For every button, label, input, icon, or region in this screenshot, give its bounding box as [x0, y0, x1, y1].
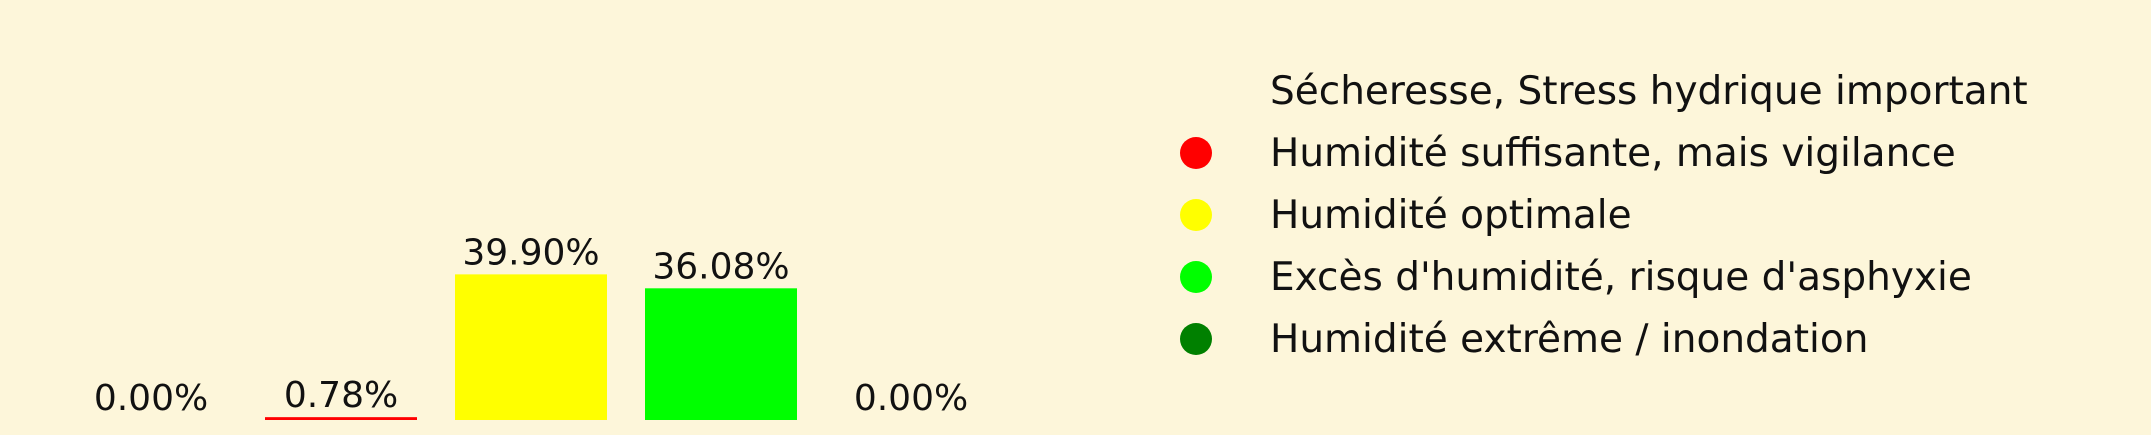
bar	[645, 288, 797, 420]
legend-item: Humidité optimale	[1180, 184, 2028, 246]
legend-label: Humidité extrême / inondation	[1270, 316, 1869, 362]
chart-legend: Sécheresse, Stress hydrique important Hum…	[1180, 60, 2028, 370]
legend-item: Humidité suffisante, mais vigilance	[1180, 122, 2028, 184]
legend-label: Humidité optimale	[1270, 192, 1632, 238]
legend-marker-icon	[1180, 199, 1212, 231]
legend-marker-icon	[1180, 261, 1212, 293]
legend-marker-icon	[1180, 137, 1212, 169]
bar-value-label: 36.08%	[652, 246, 789, 287]
legend-item: Excès d'humidité, risque d'asphyxie	[1180, 246, 2028, 308]
bar-value-label: 0.00%	[94, 378, 208, 419]
bar-value-label: 0.78%	[284, 375, 398, 416]
legend-label: Humidité suffisante, mais vigilance	[1270, 130, 1956, 176]
legend-item: Humidité extrême / inondation	[1180, 308, 2028, 370]
legend-marker-icon	[1180, 75, 1212, 107]
bar-value-label: 0.00%	[854, 378, 968, 419]
legend-label: Sécheresse, Stress hydrique important	[1270, 68, 2028, 114]
bar	[455, 274, 607, 420]
bar	[265, 417, 417, 420]
legend-marker-icon	[1180, 323, 1212, 355]
legend-label: Excès d'humidité, risque d'asphyxie	[1270, 254, 1972, 300]
legend-item: Sécheresse, Stress hydrique important	[1180, 60, 2028, 122]
bar-value-label: 39.90%	[462, 232, 599, 273]
